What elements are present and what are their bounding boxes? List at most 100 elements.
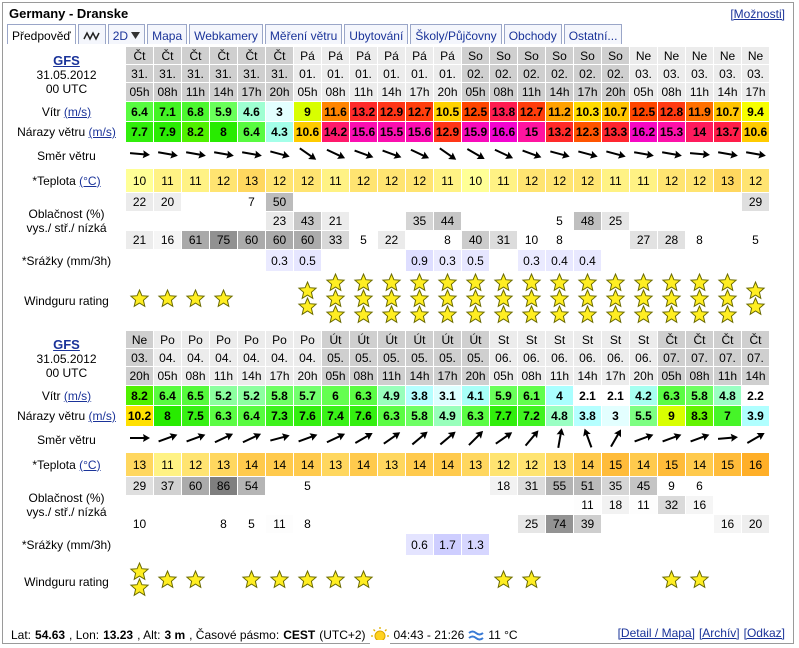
rating-stars: [689, 272, 710, 324]
day-cell: Čt: [741, 330, 770, 349]
arrow-head: [168, 433, 177, 441]
footer-link[interactable]: [Odkaz]: [743, 626, 785, 640]
arrow-group: [577, 150, 598, 159]
arrow-group: [467, 430, 483, 446]
model-run: 00 UTC: [45, 365, 88, 380]
rain-cell: [349, 249, 378, 272]
cloud-cell: 22: [125, 192, 154, 212]
direction-cell: [545, 142, 574, 169]
direction-cell: [657, 426, 686, 453]
tab[interactable]: Měření větru: [264, 24, 343, 44]
arrow-group: [213, 150, 234, 159]
tab-graph-icon[interactable]: [77, 24, 106, 44]
rating-cell: [685, 555, 714, 608]
cloud-cell: [517, 192, 546, 212]
star: [409, 272, 430, 292]
cloud-cell: 5: [545, 211, 574, 231]
cloud-cell: [405, 230, 434, 250]
rating-cell: [321, 555, 350, 608]
wind-cell: 3: [265, 101, 294, 122]
options-link[interactable]: [Možnosti]: [730, 7, 785, 21]
cloud-cell: [293, 192, 322, 212]
hour-cell: 11h: [377, 366, 406, 386]
tab[interactable]: Ubytování: [344, 24, 409, 44]
day-cell: Po: [209, 330, 238, 349]
tab[interactable]: Mapa: [147, 24, 188, 44]
unit-link[interactable]: (m/s): [63, 104, 92, 119]
wind-arrow: [745, 150, 766, 159]
arrow-head: [561, 150, 570, 159]
gusts-cell: 4.9: [433, 405, 462, 427]
direction-cell: [601, 426, 630, 453]
gusts-cell: 6.3: [461, 405, 490, 427]
tab[interactable]: Webkamery: [189, 24, 263, 44]
direction-cell: [685, 426, 714, 453]
tab[interactable]: Předpověď: [7, 24, 76, 44]
rating-stars: [574, 556, 601, 604]
hour-cell: 11h: [545, 366, 574, 386]
cloud-cell: 31: [489, 230, 518, 250]
wind-cell: 9: [293, 101, 322, 122]
rating-cell: [405, 555, 434, 608]
rating-stars: [745, 280, 766, 316]
star: [605, 304, 626, 324]
gusts-cell: 8: [153, 405, 182, 427]
tab[interactable]: 2D: [107, 24, 146, 44]
footer-link[interactable]: [Archív]: [698, 626, 740, 640]
cloud-cell: [685, 211, 714, 231]
tab[interactable]: Ostatní...: [563, 24, 623, 44]
arrow-head: [672, 433, 681, 441]
day-cell: Čt: [125, 46, 154, 65]
wind-arrow: [524, 430, 538, 447]
rating-cell: [321, 271, 350, 330]
unit-link[interactable]: (m/s): [88, 125, 116, 139]
day-cell: Ne: [741, 46, 770, 65]
gusts-cell: 5.8: [405, 405, 434, 427]
arrow-group: [326, 433, 345, 444]
wind-cell: 12.5: [629, 101, 658, 122]
hour-cell: 20h: [629, 366, 658, 386]
arrow-shaft: [157, 435, 174, 443]
arrow-group: [185, 150, 206, 159]
date-cell: 02.: [601, 64, 630, 83]
unit-link[interactable]: (°C): [79, 173, 101, 188]
date-cell: 04.: [237, 348, 266, 367]
arrow-shaft: [269, 435, 286, 442]
gusts-cell: 15.5: [377, 121, 406, 143]
hour-cell: 17h: [741, 82, 770, 102]
rating-stars: [633, 272, 654, 324]
model-link[interactable]: GFS: [53, 52, 80, 68]
unit-link[interactable]: (°C): [79, 457, 101, 472]
star: [129, 561, 150, 581]
temp-cell: 12: [293, 168, 322, 193]
rating-stars: [185, 288, 206, 308]
cloud-cell: 5: [741, 230, 770, 250]
gusts-cell: 7.9: [153, 121, 182, 143]
date-cell: 02.: [489, 64, 518, 83]
tab[interactable]: Obchody: [503, 24, 562, 44]
unit-link[interactable]: (m/s): [88, 409, 116, 423]
star: [297, 569, 318, 589]
model-link[interactable]: GFS: [53, 336, 80, 352]
footer-link[interactable]: [Detail / Mapa]: [617, 626, 695, 640]
direction-cell: [125, 426, 154, 453]
tz-label: , Časové pásmo:: [189, 628, 280, 642]
date-cell: 31.: [209, 64, 238, 83]
row-label-text: *Teplota: [32, 173, 76, 188]
footer-info: Lat: 54.63 , Lon: 13.23 , Alt: 3 m , Čas…: [11, 626, 518, 644]
cloud-cell: [489, 211, 518, 231]
arrow-group: [353, 149, 373, 159]
cloud-cell: 33: [321, 230, 350, 250]
date-cell: 03.: [741, 64, 770, 83]
wind-arrow: [556, 428, 564, 449]
row-label: Směr větru: [7, 142, 126, 169]
arrow-shaft: [354, 434, 370, 444]
cloud-cell: 10: [517, 230, 546, 250]
arrow-head: [364, 151, 373, 159]
tab[interactable]: Školy/Půjčovny: [410, 24, 502, 44]
rating-cell: [601, 271, 630, 330]
rating-stars: [185, 569, 206, 589]
arrow-head: [252, 433, 261, 441]
unit-link[interactable]: (m/s): [63, 388, 92, 403]
temp-row: *Teplota (°C) 10 11 11 12 13 12 12 11 12 12 12 11 10 1…: [7, 168, 770, 193]
